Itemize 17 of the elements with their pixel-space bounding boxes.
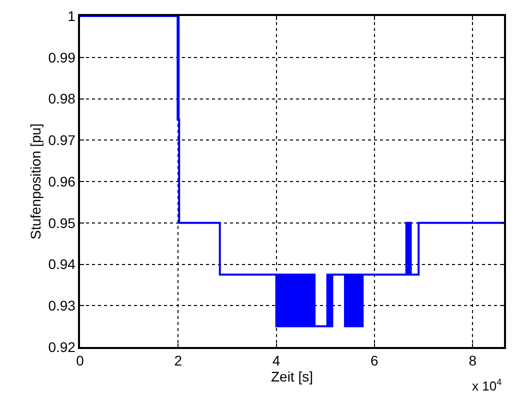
- x-axis-title: Zeit [s]: [270, 368, 314, 385]
- text: x 10$^{4}$: [472, 377, 502, 394]
- x-tick-label: 4: [272, 352, 280, 369]
- x-tick-label: 0: [76, 352, 84, 369]
- y-tick-label: 0.97: [48, 132, 76, 148]
- y-tick-label: 1: [68, 8, 76, 24]
- y-tick-label: 0.95: [48, 214, 76, 231]
- y-tick-label: 0.92: [48, 338, 76, 355]
- y-tick-label: 0.93: [48, 298, 76, 314]
- y-tick-label: 0.94: [48, 256, 76, 272]
- y-axis-title: Stufenposition [pu]: [27, 124, 44, 240]
- x-tick-label: 2: [174, 352, 182, 369]
- x-tick-label: 8: [468, 352, 477, 369]
- y-tick-label: 0.98: [48, 90, 76, 107]
- y-tick-label: 0.99: [48, 49, 76, 66]
- x-tick-label: 6: [370, 352, 379, 369]
- y-tick-label: 0.96: [48, 173, 76, 190]
